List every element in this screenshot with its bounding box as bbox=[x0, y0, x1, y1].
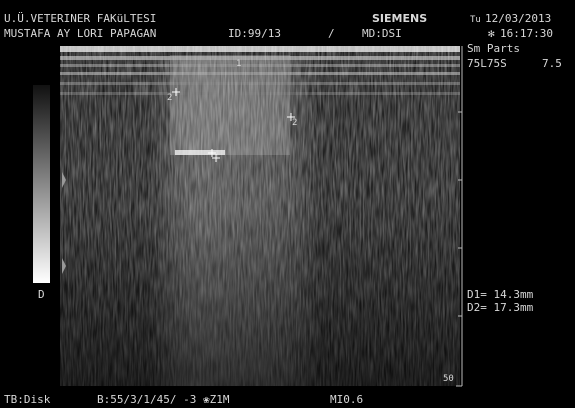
date: 12/03/2013 bbox=[485, 12, 551, 25]
depth-fade bbox=[60, 200, 460, 386]
caliper-label: 1 bbox=[236, 59, 241, 69]
md: MD:DSI bbox=[362, 27, 402, 40]
time: 16:17:30 bbox=[500, 27, 553, 40]
grayscale-label: D bbox=[38, 288, 45, 301]
caliper-label: 2 bbox=[292, 118, 297, 128]
measurement: D1= 14.3mm bbox=[467, 288, 534, 301]
storage: TB:Disk bbox=[4, 393, 51, 406]
brand: SIEMENS bbox=[372, 12, 427, 25]
preset: Sm Parts bbox=[467, 42, 520, 55]
day: Tu bbox=[470, 15, 481, 25]
patient: MUSTAFA AY LORI PAPAGAN bbox=[4, 27, 156, 40]
institution: U.Ü.VETERINER FAKüLTESI bbox=[4, 12, 156, 25]
time-icon: ✻ bbox=[488, 27, 495, 40]
ultrasound-screen: 2 2 1 D 50 U.Ü.VETERINER FAKüLTESI MUSTA… bbox=[0, 0, 575, 408]
settings: B:55/3/1/45/ -3 ❀Z1M bbox=[97, 393, 230, 406]
separator: / bbox=[328, 27, 335, 40]
frequency: 7.5 bbox=[542, 57, 562, 70]
probe: 75L75S bbox=[467, 57, 507, 70]
caliper-label: 2 bbox=[167, 93, 172, 103]
depth-label: 50 bbox=[443, 374, 454, 384]
patient-id: ID:99/13 bbox=[228, 27, 281, 40]
measurement: D2= 17.3mm bbox=[467, 301, 534, 314]
mechanical-index: MI0.6 bbox=[330, 393, 363, 406]
grayscale-bar bbox=[33, 85, 50, 283]
